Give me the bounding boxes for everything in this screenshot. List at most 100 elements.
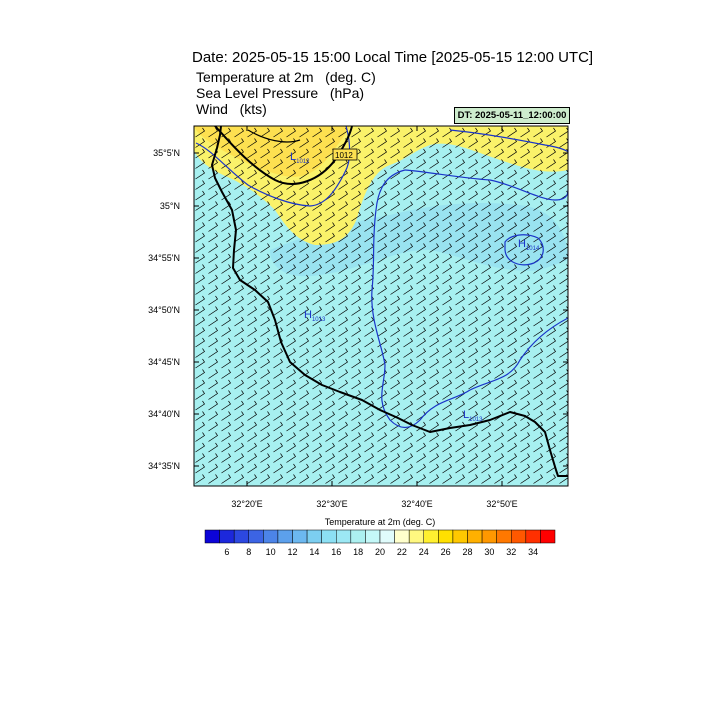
wind-barb [481, 253, 491, 264]
wind-barb [286, 348, 296, 358]
wind-barb [351, 327, 361, 337]
wind-barb [195, 138, 205, 148]
wind-barb [533, 463, 543, 474]
wind-barb [351, 169, 361, 180]
wind-barb [351, 411, 361, 421]
wind-barb [221, 222, 231, 232]
wind-barb [299, 201, 309, 211]
wind-barb [390, 474, 400, 484]
wind-barb [221, 379, 231, 390]
wind-barb [494, 253, 504, 264]
wind-barb [481, 369, 491, 379]
wind-barb [260, 453, 270, 463]
wind-barb [208, 411, 218, 421]
wind-barb [377, 295, 387, 306]
wind-barb [312, 453, 322, 463]
wind-barb [494, 369, 504, 379]
wind-barb [273, 432, 283, 442]
wind-barb [416, 222, 426, 232]
wind-barb [312, 127, 322, 138]
wind-barb [533, 127, 543, 138]
wind-barb [338, 274, 348, 285]
wind-barb [325, 474, 335, 484]
wind-barb [429, 379, 439, 390]
wind-barb [208, 201, 218, 211]
colorbar-tick-label: 10 [266, 547, 276, 557]
wind-barb [507, 295, 517, 306]
wind-barb [507, 159, 517, 169]
wind-barb [403, 222, 413, 232]
wind-barb [533, 453, 543, 463]
wind-barb [559, 148, 568, 159]
wind-barb [312, 138, 322, 148]
wind-barb [429, 421, 439, 432]
wind-barb [442, 463, 452, 474]
wind-barb [208, 400, 218, 411]
wind-barb [325, 285, 335, 295]
wind-barb [325, 138, 335, 148]
wind-barb [195, 180, 205, 190]
wind-barb [507, 148, 517, 159]
wind-barb [195, 316, 205, 327]
wind-barb [312, 442, 322, 453]
wind-barb [416, 274, 426, 285]
wind-barb [286, 316, 296, 327]
wind-barb [312, 390, 322, 400]
wind-barb [208, 432, 218, 442]
wind-barb [403, 369, 413, 379]
wind-barb [312, 421, 322, 432]
wind-barb [260, 232, 270, 243]
wind-barb [390, 243, 400, 253]
wind-barb [442, 148, 452, 159]
wind-barb [338, 159, 348, 169]
wind-barb [507, 358, 517, 369]
low-label-1013: L1013 [463, 409, 483, 423]
wind-barb [546, 316, 556, 327]
wind-barb [195, 400, 205, 411]
wind-barb [260, 400, 270, 411]
wind-barb [442, 369, 452, 379]
wind-barb [468, 337, 478, 348]
wind-barb [325, 127, 335, 138]
wind-barb [559, 253, 568, 264]
wind-barb [260, 463, 270, 474]
wind-barb [468, 264, 478, 274]
wind-barb [468, 316, 478, 327]
wind-barb [273, 201, 283, 211]
wind-barb [338, 253, 348, 264]
wind-barb [442, 243, 452, 253]
wind-barb [286, 421, 296, 432]
wind-barb [195, 421, 205, 432]
wind-barb [351, 201, 361, 211]
wind-barb [273, 348, 283, 358]
wind-barb [481, 138, 491, 148]
wind-barb [286, 369, 296, 379]
wind-barb [559, 190, 568, 201]
wind-barb [403, 358, 413, 369]
wind-barb [481, 180, 491, 190]
wind-barb [559, 390, 568, 400]
wind-barb [546, 379, 556, 390]
wind-barb [546, 337, 556, 348]
wind-barb [247, 316, 257, 327]
colorbar-swatch [481, 529, 497, 544]
wind-barb [299, 295, 309, 306]
wind-barb [468, 400, 478, 411]
wind-barb [286, 474, 296, 484]
colorbar-swatch [263, 529, 279, 544]
wind-barb [351, 400, 361, 411]
wind-barb [273, 295, 283, 306]
wind-barb [377, 201, 387, 211]
wind-barb [377, 148, 387, 159]
wind-barb [299, 253, 309, 264]
wind-barb [403, 463, 413, 474]
wind-barb [325, 348, 335, 358]
wind-barb [468, 442, 478, 453]
wind-barb [546, 253, 556, 264]
wind-barb [221, 421, 231, 432]
wind-barb [442, 211, 452, 222]
wind-barb [559, 232, 568, 243]
lat-label-34-50: 34°50'N [148, 305, 180, 315]
wind-barb [234, 369, 244, 379]
wind-barb [234, 201, 244, 211]
